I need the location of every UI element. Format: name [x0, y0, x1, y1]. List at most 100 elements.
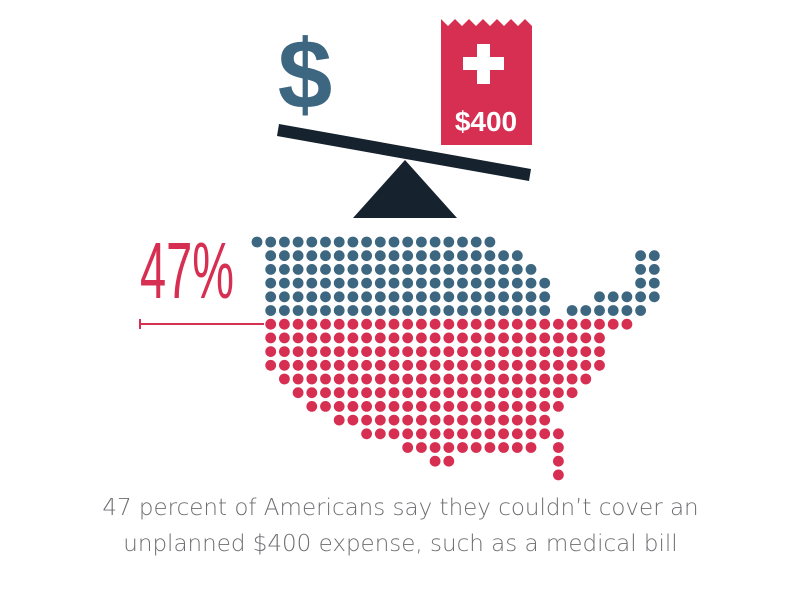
map-dot-blue [511, 264, 523, 275]
map-dot-red [498, 401, 509, 412]
map-dot-blue [429, 305, 441, 316]
map-dot-red [470, 442, 482, 453]
map-dot-red [402, 387, 414, 399]
map-dot-red [607, 318, 619, 330]
map-dot-red [470, 318, 482, 330]
map-dot-blue [388, 305, 400, 316]
map-dot-blue [374, 236, 386, 248]
map-dot-red [443, 332, 455, 344]
map-dot-red [457, 318, 468, 330]
map-dot-red [525, 401, 537, 412]
map-dot-red [457, 414, 468, 426]
map-dot-red [594, 359, 605, 371]
map-dot-red [388, 387, 400, 399]
map-dot-blue [484, 236, 496, 248]
map-dot-red [525, 414, 537, 426]
map-dot-blue [374, 250, 386, 262]
caption: 47 percent of Americans say they couldn’… [0, 490, 801, 562]
map-dot-blue [306, 305, 318, 316]
map-dot-red [539, 428, 551, 440]
map-dot-blue [279, 250, 290, 262]
map-dot-red [292, 332, 304, 344]
medical-receipt-icon: $400 [441, 19, 532, 145]
map-dot-red [443, 346, 455, 357]
map-dot-red [388, 346, 400, 357]
map-dot-red [484, 346, 496, 357]
scale-fulcrum [353, 160, 457, 218]
map-dot-red [402, 332, 414, 344]
map-dot-red [265, 332, 277, 344]
map-dot-blue [511, 305, 523, 316]
map-dot-blue [498, 305, 509, 316]
map-dot-red [553, 318, 564, 330]
map-dot-red [306, 332, 318, 344]
map-dot-blue [333, 264, 345, 275]
map-dot-red [416, 401, 427, 412]
map-dot-blue [306, 236, 318, 248]
map-dot-red [443, 387, 455, 399]
map-dot-red [374, 414, 386, 426]
map-dot-blue [511, 291, 523, 303]
map-dot-red [320, 318, 331, 330]
map-dot-blue [416, 264, 427, 275]
dollar-icon: $ [278, 19, 333, 129]
map-dot-red [306, 359, 318, 371]
map-dot-red [429, 442, 441, 453]
map-dot-red [539, 346, 551, 357]
map-dot-red [498, 359, 509, 371]
map-dot-red [511, 346, 523, 357]
map-dot-blue [306, 277, 318, 289]
map-dot-blue [265, 277, 277, 289]
map-dot-blue [470, 264, 482, 275]
map-dot-red [320, 346, 331, 357]
map-dot-red [292, 346, 304, 357]
map-dot-red [429, 346, 441, 357]
map-dot-red [320, 373, 331, 385]
map-dot-red [292, 387, 304, 399]
map-dot-blue [648, 277, 660, 289]
map-dot-red [361, 387, 372, 399]
map-dot-blue [374, 291, 386, 303]
map-dot-red [498, 318, 509, 330]
map-dot-blue [251, 236, 263, 248]
map-dot-red [374, 359, 386, 371]
map-dot-blue [429, 291, 441, 303]
map-dot-blue [443, 250, 455, 262]
map-dot-red [361, 359, 372, 371]
map-dot-blue [511, 277, 523, 289]
map-dot-red [498, 373, 509, 385]
map-dot-red [361, 318, 372, 330]
map-dot-blue [402, 264, 414, 275]
map-dot-red [511, 373, 523, 385]
map-dot-red [498, 442, 509, 453]
map-dot-blue [374, 277, 386, 289]
map-dot-red [553, 332, 564, 344]
map-dot-red [443, 373, 455, 385]
map-dot-red [306, 318, 318, 330]
map-dot-blue [320, 250, 331, 262]
map-dot-red [374, 318, 386, 330]
us-dot-map [251, 236, 660, 481]
map-dot-red [457, 442, 468, 453]
map-dot-red [347, 359, 359, 371]
map-dot-red [443, 318, 455, 330]
map-dot-red [511, 332, 523, 344]
map-dot-blue [416, 236, 427, 248]
map-dot-red [580, 318, 592, 330]
map-dot-blue [429, 250, 441, 262]
map-dot-blue [388, 291, 400, 303]
map-dot-red [402, 401, 414, 412]
map-dot-blue [292, 291, 304, 303]
map-dot-blue [388, 236, 400, 248]
map-dot-red [306, 346, 318, 357]
map-dot-blue [279, 291, 290, 303]
map-dot-blue [607, 291, 619, 303]
map-dot-blue [306, 250, 318, 262]
map-dot-blue [320, 277, 331, 289]
map-dot-blue [539, 277, 551, 289]
map-dot-red [511, 318, 523, 330]
map-dot-blue [470, 291, 482, 303]
map-dot-blue [279, 277, 290, 289]
map-dot-red [566, 387, 578, 399]
map-dot-red [279, 346, 290, 357]
